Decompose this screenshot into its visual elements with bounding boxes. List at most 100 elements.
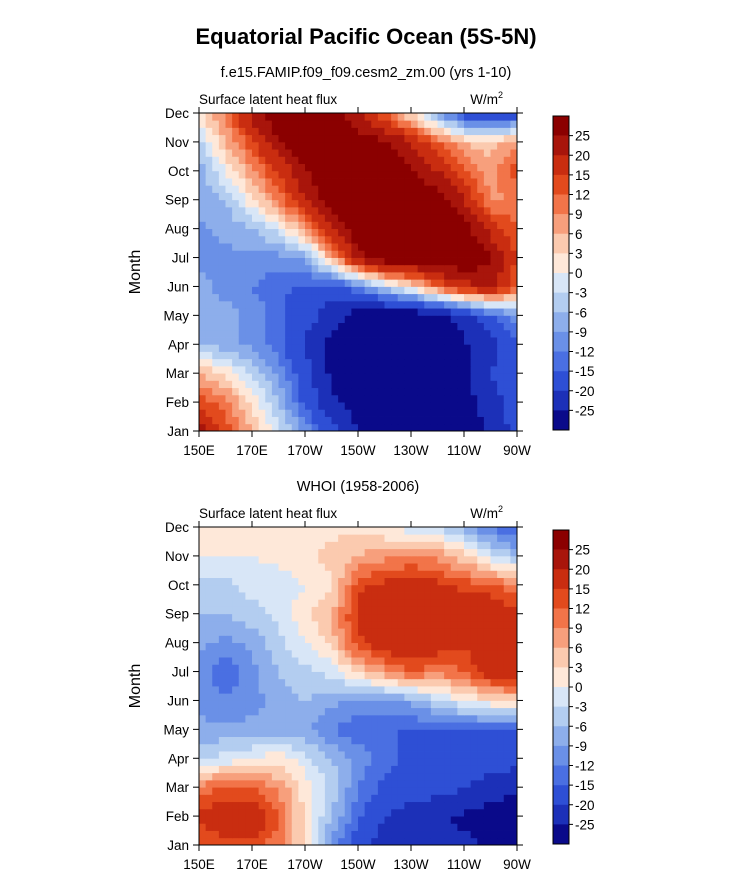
heatmap-cell — [232, 322, 240, 331]
heatmap-cell — [291, 563, 299, 571]
heatmap-cell — [411, 423, 419, 432]
heatmap-cell — [199, 736, 207, 745]
heatmap-cell — [391, 555, 399, 564]
heatmap-cell — [464, 293, 472, 302]
heatmap-cell — [225, 373, 233, 381]
heatmap-cell — [252, 772, 260, 781]
heatmap-cell — [444, 743, 452, 752]
heatmap-cell — [391, 548, 399, 557]
heatmap-cell — [238, 693, 246, 701]
heatmap-cell — [318, 649, 326, 658]
heatmap-cell — [245, 308, 253, 316]
heatmap-cell — [510, 577, 518, 586]
heatmap-cell — [437, 351, 445, 360]
heatmap-cell — [424, 823, 432, 831]
heatmap-cell — [358, 228, 366, 237]
heatmap-cell — [497, 628, 505, 636]
heatmap-cell — [377, 664, 385, 672]
heatmap-cell — [464, 337, 472, 345]
heatmap-cell — [384, 620, 392, 629]
heatmap-cell — [470, 134, 478, 143]
heatmap-cell — [252, 409, 260, 417]
heatmap-cell — [497, 577, 505, 586]
heatmap-cell — [232, 751, 240, 759]
heatmap-cell — [199, 308, 207, 316]
heatmap-cell — [298, 808, 306, 817]
heatmap-cell — [318, 772, 326, 781]
heatmap-cell — [464, 141, 472, 150]
heatmap-cell — [351, 149, 359, 157]
heatmap-cell — [371, 657, 379, 665]
heatmap-cell — [470, 264, 478, 273]
heatmap-cell — [470, 163, 478, 172]
heatmap-cell — [298, 779, 306, 788]
heatmap-cell — [351, 322, 359, 331]
heatmap-cell — [404, 308, 412, 316]
heatmap-cell — [199, 221, 207, 230]
heatmap-cell — [483, 351, 491, 360]
colorbar-swatch — [553, 726, 569, 747]
heatmap-cell — [199, 570, 207, 578]
heatmap-cell — [218, 337, 226, 345]
heatmap-cell — [424, 322, 432, 331]
heatmap-cell — [477, 649, 485, 658]
heatmap-cell — [324, 163, 332, 172]
heatmap-cell — [490, 779, 498, 788]
heatmap-cell — [424, 308, 432, 316]
heatmap-cell — [199, 387, 207, 396]
heatmap-cell — [464, 649, 472, 658]
heatmap-cell — [324, 300, 332, 309]
panel-2: WHOI (1958-2006) Surface latent heat flu… — [127, 479, 595, 872]
heatmap-cell — [464, 286, 472, 295]
heatmap-cell — [305, 722, 313, 730]
heatmap-cell — [318, 577, 326, 586]
heatmap-cell — [338, 243, 346, 251]
heatmap-cell — [490, 613, 498, 622]
heatmap-cell — [364, 235, 372, 244]
heatmap-cell — [232, 344, 240, 352]
heatmap-cell — [510, 837, 518, 846]
heatmap-cell — [371, 380, 379, 389]
heatmap-cell — [324, 714, 332, 723]
heatmap-cell — [358, 416, 366, 425]
heatmap-cell — [477, 620, 485, 629]
heatmap-cell — [218, 272, 226, 280]
heatmap-cell — [265, 823, 273, 831]
heatmap-cell — [497, 163, 505, 172]
heatmap-cell — [298, 344, 306, 352]
heatmap-cell — [344, 373, 352, 381]
heatmap-cell — [464, 423, 472, 432]
heatmap-cell — [218, 801, 226, 810]
heatmap-cell — [278, 387, 286, 396]
heatmap-cell — [397, 693, 405, 701]
heatmap-cell — [477, 563, 485, 571]
heatmap-cell — [470, 286, 478, 295]
heatmap-cell — [338, 134, 346, 143]
heatmap-cell — [424, 163, 432, 172]
heatmap-cell — [437, 751, 445, 759]
heatmap-cell — [358, 199, 366, 208]
heatmap-cell — [490, 534, 498, 542]
heatmap-cell — [218, 214, 226, 222]
heatmap-cell — [291, 642, 299, 651]
heatmap-cell — [397, 584, 405, 593]
heatmap-cell — [199, 649, 207, 658]
heatmap-cell — [457, 264, 465, 273]
heatmap-cell — [404, 373, 412, 381]
heatmap-cell — [510, 671, 518, 680]
heatmap-cell — [324, 555, 332, 564]
heatmap-cell — [278, 772, 286, 781]
heatmap-cell — [483, 264, 491, 273]
heatmap-cell — [351, 329, 359, 338]
heatmap-cell — [397, 185, 405, 193]
heatmap-cell — [450, 221, 458, 230]
heatmap-cell — [437, 214, 445, 222]
heatmap-cell — [318, 700, 326, 709]
heatmap-cell — [497, 365, 505, 374]
heatmap-cell — [483, 664, 491, 672]
heatmap-cell — [212, 606, 220, 615]
heatmap-cell — [358, 758, 366, 766]
heatmap-cell — [417, 120, 425, 128]
heatmap-cell — [444, 170, 452, 179]
heatmap-cell — [503, 563, 511, 571]
